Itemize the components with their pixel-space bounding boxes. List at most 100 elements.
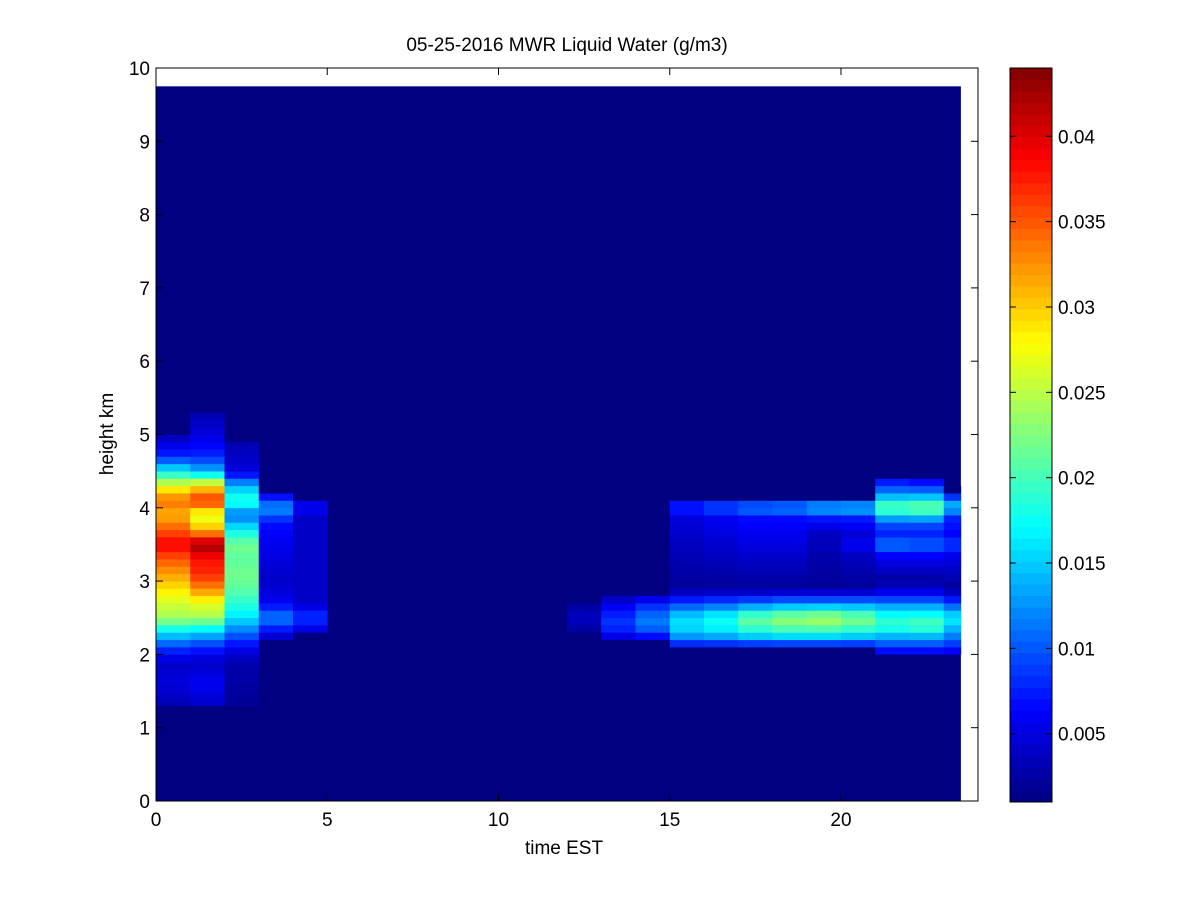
heatmap-cell xyxy=(190,573,225,582)
colorbar-tick-label: 0.015 xyxy=(1058,554,1106,575)
y-tick-label: 2 xyxy=(139,645,150,666)
heatmap-cell xyxy=(875,471,910,479)
heatmap-cell xyxy=(635,617,671,626)
y-tick-label: 7 xyxy=(139,279,150,300)
heatmap-cell xyxy=(293,566,328,575)
heatmap-cell xyxy=(156,419,191,428)
heatmap-cell xyxy=(258,625,294,633)
heatmap-cell xyxy=(156,559,191,567)
heatmap-cell xyxy=(156,639,191,648)
heatmap-cell xyxy=(738,610,773,619)
heatmap-cell xyxy=(669,522,705,531)
heatmap-cell xyxy=(190,676,225,685)
heatmap-cell xyxy=(156,529,191,538)
colorbar-band xyxy=(1010,549,1052,562)
heatmap-cell xyxy=(258,544,294,553)
heatmap-cell xyxy=(943,632,962,641)
y-tick-label: 9 xyxy=(139,132,150,153)
heatmap-cell xyxy=(704,632,739,641)
heatmap-cell xyxy=(224,412,260,421)
heatmap-cell xyxy=(224,441,260,450)
heatmap-cell xyxy=(601,595,636,604)
heatmap-cell xyxy=(258,493,294,501)
heatmap-cell xyxy=(738,493,773,501)
colorbar-band xyxy=(1010,515,1052,528)
heatmap-cell xyxy=(909,588,945,597)
heatmap-cell xyxy=(909,537,945,545)
heatmap-cell xyxy=(669,639,705,648)
heatmap-cell xyxy=(635,625,671,633)
heatmap-cell xyxy=(738,617,773,626)
heatmap-cell xyxy=(841,559,876,567)
heatmap-cell xyxy=(841,625,876,633)
heatmap-cell xyxy=(806,485,842,494)
heatmap-cell xyxy=(156,441,191,450)
colorbar-band xyxy=(1010,457,1052,470)
heatmap-cell xyxy=(772,603,808,611)
heatmap-cell xyxy=(909,515,945,523)
heatmap-cell xyxy=(156,647,191,655)
heatmap-cell xyxy=(156,522,191,531)
heatmap-cell xyxy=(190,529,225,538)
heatmap-cell xyxy=(806,603,842,611)
heatmap-cell xyxy=(772,507,808,516)
heatmap-cell xyxy=(806,566,842,575)
heatmap-cell xyxy=(909,603,945,611)
heatmap-cell xyxy=(258,581,294,589)
heatmap-cell xyxy=(772,610,808,619)
heatmap-cell xyxy=(224,654,260,663)
y-tick-label: 5 xyxy=(139,426,150,447)
heatmap-cell xyxy=(190,397,225,406)
heatmap-cell xyxy=(772,632,808,641)
colorbar-band xyxy=(1010,90,1052,103)
colorbar-frame xyxy=(1009,67,1053,803)
heatmap-cell xyxy=(943,617,962,626)
colorbar-band xyxy=(1010,354,1052,367)
heatmap-cell xyxy=(224,529,260,538)
heatmap-cell xyxy=(224,485,260,494)
x-tick-label: 0 xyxy=(151,810,162,831)
heatmap-cell xyxy=(738,595,773,604)
heatmap-cell xyxy=(704,573,739,582)
heatmap-cell xyxy=(875,617,910,626)
heatmap-cell xyxy=(943,625,962,633)
heatmap-cell xyxy=(190,581,225,589)
heatmap-cell xyxy=(943,529,962,538)
heatmap-cell xyxy=(875,566,910,575)
colorbar-band xyxy=(1010,744,1052,757)
heatmap-cell xyxy=(738,559,773,567)
heatmap-cell xyxy=(190,412,225,421)
colorbar-ticks: 0.005 0.01 0.015 0.02 0.025 0.03 0.035 0.04 xyxy=(1010,127,1106,746)
colorbar-band xyxy=(1010,607,1052,619)
y-tick-label: 10 xyxy=(129,59,150,80)
heatmap-cell xyxy=(156,683,191,692)
heatmap-cell xyxy=(293,551,328,560)
heatmap-cell xyxy=(224,478,260,487)
heatmap-cell xyxy=(909,566,945,575)
heatmap-cell xyxy=(841,588,876,597)
heatmap-cell xyxy=(258,507,294,516)
heatmap-cell xyxy=(156,566,191,575)
heatmap-cell xyxy=(669,507,705,516)
colorbar-band xyxy=(1010,618,1052,631)
heatmap-cell xyxy=(909,639,945,648)
colorbar-band xyxy=(1010,113,1052,126)
heatmap-cell xyxy=(841,617,876,626)
heatmap-cell xyxy=(156,581,191,589)
heatmap-cell xyxy=(806,588,842,597)
heatmap-cell xyxy=(909,529,945,538)
heatmap-cell xyxy=(224,434,260,443)
heatmap-cell xyxy=(875,639,910,648)
heatmap-cell xyxy=(806,632,842,641)
colorbar-band xyxy=(1010,652,1052,665)
heatmap-cell xyxy=(943,485,962,494)
heatmap-cell xyxy=(156,515,191,523)
heatmap-cell xyxy=(875,478,910,487)
heatmap-cell xyxy=(772,544,808,553)
colorbar-tick-label: 0.01 xyxy=(1058,639,1095,660)
heatmap-cell xyxy=(190,647,225,655)
heatmap-cell xyxy=(875,610,910,619)
heatmap-cell xyxy=(567,603,602,611)
heatmap-cell xyxy=(704,500,739,509)
heatmap-cell xyxy=(635,595,671,604)
